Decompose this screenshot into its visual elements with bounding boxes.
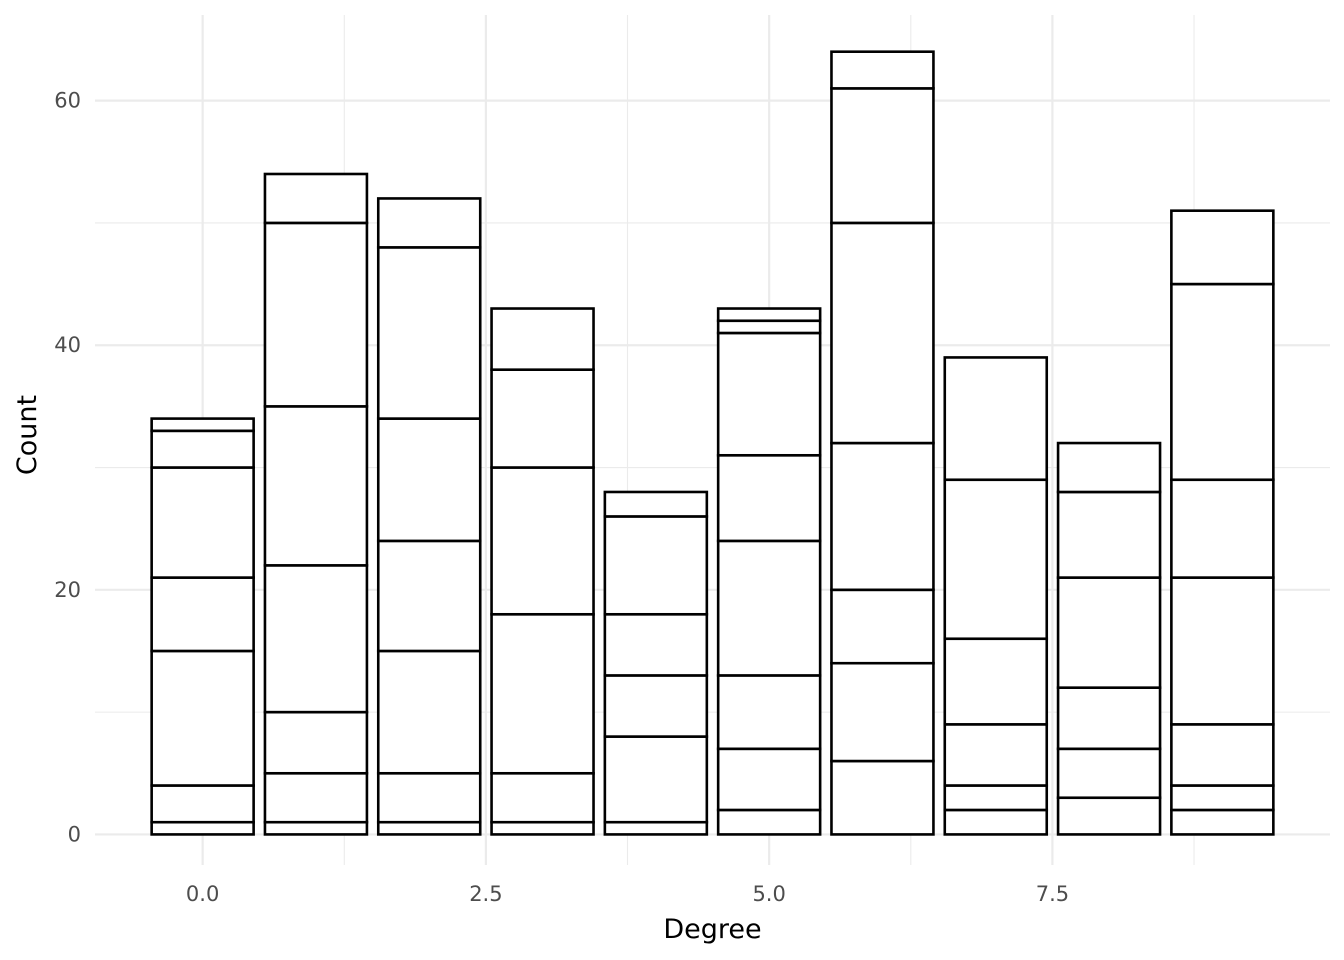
bar-segment	[716, 307, 822, 323]
bar-segment	[1170, 282, 1275, 482]
bar-segment	[490, 368, 595, 469]
bar-stack	[1056, 441, 1162, 836]
bar-segment	[150, 429, 255, 469]
bar-segment	[1056, 441, 1162, 494]
x-axis-title: Degree	[663, 914, 761, 945]
x-tick-label: 7.5	[1036, 882, 1069, 906]
bar-segment	[943, 356, 1049, 482]
bar-segment	[150, 576, 255, 653]
bars	[150, 50, 1275, 836]
bar-segment	[263, 710, 369, 775]
bar-segment	[943, 723, 1049, 787]
bar-segment	[150, 649, 255, 787]
bar-stack	[263, 172, 369, 836]
bar-segment	[150, 417, 255, 433]
bar-segment	[716, 453, 822, 543]
bar-segment	[376, 649, 482, 775]
bar-segment	[716, 539, 822, 677]
bar-segment	[263, 221, 369, 408]
y-tick-label: 60	[54, 89, 81, 113]
bar-segment	[716, 331, 822, 457]
bar-stack	[376, 197, 482, 836]
y-tick-label: 20	[54, 578, 81, 602]
bar-segment	[1056, 747, 1162, 800]
bar-segment	[943, 808, 1049, 836]
bar-segment	[943, 637, 1049, 726]
bar-segment	[1056, 686, 1162, 751]
bar-segment	[263, 564, 369, 714]
bar-segment	[1170, 784, 1275, 812]
bar-segment	[1056, 490, 1162, 579]
bar-segment	[376, 417, 482, 543]
x-tick-label: 2.5	[469, 882, 502, 906]
bar-segment	[263, 771, 369, 824]
bar-segment	[830, 50, 935, 90]
bar-segment	[490, 820, 595, 836]
bar-segment	[376, 246, 482, 420]
bar-stack	[830, 50, 935, 836]
bar-segment	[263, 172, 369, 225]
bar-stack	[490, 307, 595, 836]
bar-segment	[603, 515, 709, 616]
bar-segment	[1170, 478, 1275, 579]
bar-segment	[830, 588, 935, 665]
bar-segment	[603, 674, 709, 738]
y-tick-label: 40	[54, 333, 81, 357]
bar-segment	[490, 307, 595, 371]
bar-segment	[716, 808, 822, 836]
bar-segment	[490, 612, 595, 775]
bar-segment	[376, 771, 482, 824]
bar-segment	[603, 490, 709, 518]
bar-segment	[1170, 723, 1275, 787]
bar-segment	[150, 784, 255, 824]
bar-segment	[150, 820, 255, 836]
bar-segment	[603, 735, 709, 824]
bar-segment	[1056, 576, 1162, 689]
bar-stack	[1170, 209, 1275, 836]
bar-segment	[1170, 808, 1275, 836]
bar-segment	[1056, 796, 1162, 836]
bar-segment	[830, 441, 935, 592]
bar-segment	[376, 539, 482, 653]
bar-segment	[263, 405, 369, 567]
bar-segment	[716, 747, 822, 812]
bar-stack	[716, 307, 822, 836]
bar-segment	[376, 820, 482, 836]
bar-segment	[263, 820, 369, 836]
bar-segment	[830, 221, 935, 445]
bar-segment	[1170, 576, 1275, 726]
tick-labels: 0.0 2.5 5.0 7.5 0 20 40 60	[54, 89, 1069, 906]
bar-stack	[150, 417, 255, 836]
y-tick-label: 0	[68, 822, 81, 846]
bar-segment	[1170, 209, 1275, 286]
bar-segment	[943, 784, 1049, 812]
bar-segment	[830, 759, 935, 836]
bar-segment	[490, 466, 595, 616]
bar-stack	[603, 490, 709, 836]
bar-stack	[943, 356, 1049, 836]
bar-segment	[603, 612, 709, 677]
x-tick-label: 0.0	[186, 882, 219, 906]
bar-segment	[716, 674, 822, 751]
bar-segment	[830, 87, 935, 225]
bar-segment	[830, 661, 935, 763]
bar-segment	[376, 197, 482, 249]
y-axis-title: Count	[12, 395, 43, 475]
bar-segment	[943, 478, 1049, 641]
bar-segment	[150, 466, 255, 579]
bar-segment	[603, 820, 709, 836]
bar-segment	[490, 771, 595, 824]
bar-segment	[716, 319, 822, 335]
x-tick-label: 5.0	[752, 882, 785, 906]
